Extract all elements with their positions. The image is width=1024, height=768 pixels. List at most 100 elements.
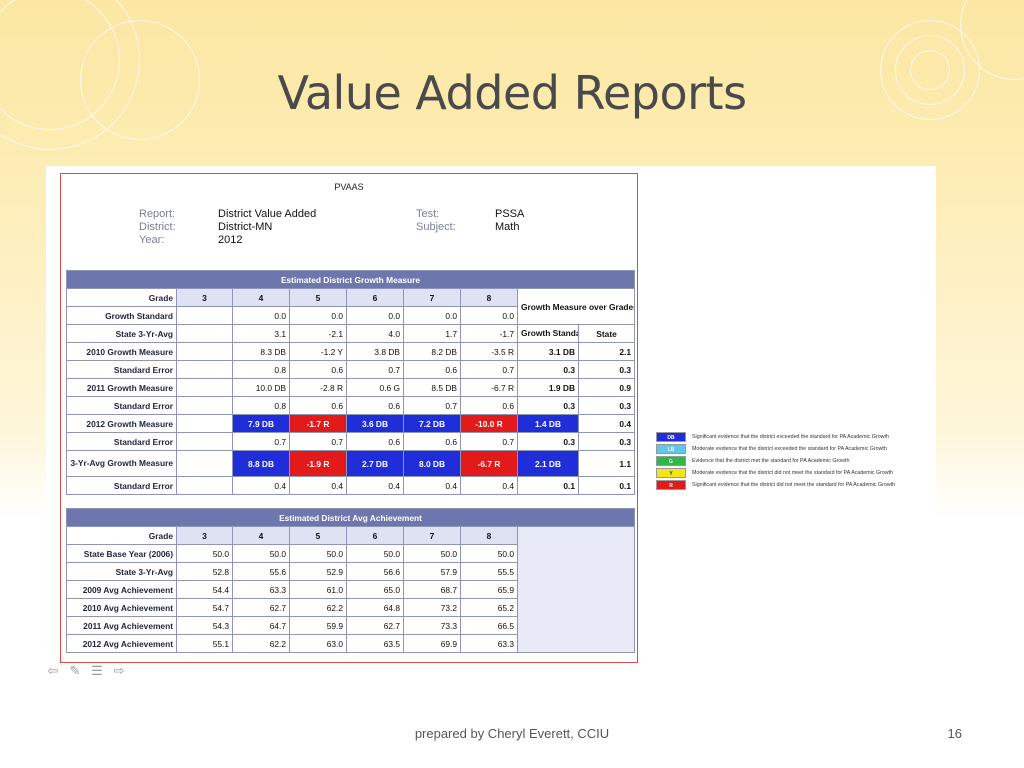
decorative-ring (880, 20, 980, 120)
growth-cell: 0.6 G (346, 378, 404, 397)
growth-cell: 0.7 (289, 432, 347, 451)
achievement-row: 2012 Avg Achievement 55.1 62.2 63.0 63.5 69.9… (66, 634, 635, 653)
legend-item: LB Moderate evidence that the district ex… (656, 443, 936, 455)
growth-row: Growth Standard 0.0 0.0 0.0 0.0 0.0 (66, 306, 635, 325)
report-meta-labels-right: Test: Subject: (416, 208, 456, 234)
achievement-row: 2010 Avg Achievement 54.7 62.7 62.2 64.8 73.2… (66, 598, 635, 617)
growth-cell (176, 414, 233, 433)
growth-cell: 3.6 DB (346, 414, 404, 433)
next-arrow-icon[interactable]: ⇨ (113, 663, 125, 678)
grade-header: 3 (176, 288, 233, 307)
blank-filler (516, 526, 636, 653)
growth-cell: 0.6 (403, 360, 461, 379)
achievement-cell: 65.9 (460, 580, 518, 599)
row-label: 3-Yr-Avg Growth Measure (66, 450, 177, 477)
growth-row: 2010 Growth Measure 8.3 DB -1.2 Y 3.8 DB 8.2… (66, 342, 636, 361)
year-value: 2012 (218, 234, 243, 246)
achievement-cell: 64.8 (346, 598, 404, 617)
summary-state: 0.1 (577, 476, 636, 495)
grade-header: 7 (403, 526, 461, 545)
growth-cell: 0.4 (403, 476, 461, 495)
grade-label: Grade (66, 526, 177, 545)
achievement-cell: 63.3 (232, 580, 290, 599)
legend-text: Evidence that the district met the stand… (692, 458, 850, 464)
legend-swatch: R (656, 480, 686, 490)
growth-row: 2011 Growth Measure 10.0 DB -2.8 R 0.6 G 8.5… (66, 378, 636, 397)
row-label: State 3-Yr-Avg (66, 562, 177, 581)
legend-swatch: DB (656, 432, 686, 442)
row-label: State Base Year (2006) (66, 544, 177, 563)
grade-header: 3 (176, 526, 233, 545)
growth-cell: 0.0 (346, 306, 404, 325)
growth-cell: 0.0 (460, 306, 518, 325)
growth-cell: 0.6 (289, 396, 347, 415)
summary-growth-standard: 1.9 DB (517, 378, 579, 397)
summary-state: 0.9 (577, 378, 636, 397)
summary-growth-standard: 0.3 (517, 396, 579, 415)
growth-cell: 0.7 (232, 432, 290, 451)
growth-cell: -2.1 (289, 324, 347, 343)
growth-cell (176, 342, 233, 361)
summary-state: 2.1 (577, 342, 636, 361)
growth-cell: 0.0 (403, 306, 461, 325)
previous-arrow-icon[interactable]: ⇦ (47, 663, 59, 678)
decorative-ring (895, 35, 965, 105)
achievement-cell: 54.7 (176, 598, 233, 617)
decorative-ring (80, 20, 200, 140)
achievement-grade-row: Grade 3 4 5 6 7 8 (66, 526, 636, 653)
test-value: PSSA (495, 208, 525, 220)
decorative-ring (910, 50, 950, 90)
subject-value: Math (495, 221, 520, 233)
summary-state: 0.4 (577, 414, 636, 433)
achievement-cell: 65.0 (346, 580, 404, 599)
summary-state: 0.3 (577, 432, 636, 451)
growth-cell: 7.9 DB (232, 414, 290, 433)
growth-cell: 8.3 DB (232, 342, 290, 361)
achievement-cell: 57.9 (403, 562, 461, 581)
summary-state: 0.3 (577, 396, 636, 415)
growth-cell: 0.6 (403, 432, 461, 451)
pen-icon[interactable]: ✎ (69, 663, 81, 678)
growth-row: State 3-Yr-Avg 3.1 -2.1 4.0 1.7 -1.7 Growth St… (66, 324, 636, 343)
growth-cell: 7.2 DB (403, 414, 461, 433)
growth-row: 2012 Growth Measure 7.9 DB -1.7 R 3.6 DB 7.2… (66, 414, 636, 433)
grade-label: Grade (66, 288, 177, 307)
page-number: 16 (947, 726, 962, 741)
growth-cell: 0.7 (460, 360, 518, 379)
grade-header: 6 (346, 288, 404, 307)
growth-cell: 8.0 DB (403, 450, 461, 477)
row-label: Standard Error (66, 476, 177, 495)
row-label: 2011 Growth Measure (66, 378, 177, 397)
achievement-cell: 62.7 (232, 598, 290, 617)
achievement-row: 2011 Avg Achievement 54.3 64.7 59.9 62.7 73.3… (66, 616, 635, 635)
growth-cell: 0.0 (289, 306, 347, 325)
growth-cell: 8.2 DB (403, 342, 461, 361)
test-label: Test: (416, 208, 440, 220)
growth-cell: 8.8 DB (232, 450, 290, 477)
grade-header: 4 (232, 526, 290, 545)
growth-row: 3-Yr-Avg Growth Measure 8.8 DB -1.9 R 2.7 D… (66, 450, 636, 477)
growth-cell: 0.6 (289, 360, 347, 379)
row-label: Standard Error (66, 432, 177, 451)
achievement-cell: 52.9 (289, 562, 347, 581)
district-label: District: (139, 221, 176, 233)
achievement-cell: 59.9 (289, 616, 347, 635)
menu-icon[interactable]: ☰ (91, 663, 103, 678)
achievement-cell: 54.4 (176, 580, 233, 599)
growth-cell: 10.0 DB (232, 378, 290, 397)
row-label: 2011 Avg Achievement (66, 616, 177, 635)
growth-cell: 0.4 (346, 476, 404, 495)
achievement-cell: 68.7 (403, 580, 461, 599)
achievement-cell: 50.0 (460, 544, 518, 563)
growth-cell (176, 324, 233, 343)
grade-header: 6 (346, 526, 404, 545)
report-meta-values: District Value Added District-MN 2012 (218, 208, 316, 247)
growth-cell: 0.6 (346, 432, 404, 451)
achievement-band-row: Estimated District Avg Achievement (65, 508, 636, 527)
achievement-cell: 64.7 (232, 616, 290, 635)
legend-text: Moderate evidence that the district did … (692, 470, 893, 476)
achievement-cell: 55.5 (460, 562, 518, 581)
growth-cell: 3.1 (232, 324, 290, 343)
summary-state: 0.3 (577, 360, 636, 379)
legend-item: DB Significant evidence that the district… (656, 431, 936, 443)
